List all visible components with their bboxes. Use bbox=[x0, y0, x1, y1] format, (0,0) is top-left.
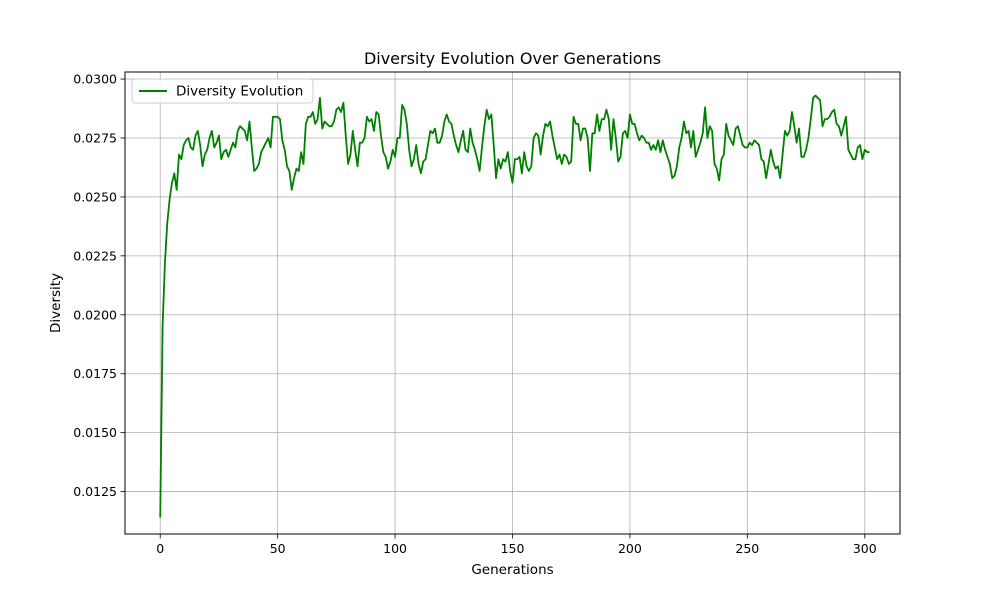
y-tick-label: 0.0250 bbox=[73, 189, 117, 204]
x-tick-label: 300 bbox=[853, 541, 877, 556]
x-tick-label: 250 bbox=[735, 541, 759, 556]
x-tick-label: 200 bbox=[618, 541, 642, 556]
legend-box bbox=[131, 78, 314, 104]
axis-ticks: 0 50 100 150 200 250 300 0.0125 0.0150 0.0175 0.02… bbox=[73, 72, 876, 556]
y-tick-label: 0.0175 bbox=[73, 366, 117, 381]
x-tick-label: 150 bbox=[501, 541, 525, 556]
x-tick-label: 100 bbox=[383, 541, 407, 556]
legend: Diversity Evolution bbox=[131, 78, 314, 104]
series-line bbox=[159, 94, 870, 518]
y-tick-label: 0.0275 bbox=[73, 131, 117, 146]
y-tick-label: 0.0125 bbox=[73, 484, 117, 499]
series-layer bbox=[159, 94, 870, 518]
y-tick-label: 0.0200 bbox=[73, 307, 117, 322]
y-axis-title: Diversity bbox=[48, 273, 64, 333]
y-tick-label: 0.0300 bbox=[73, 72, 117, 87]
y-tick-label: 0.0225 bbox=[73, 248, 117, 263]
x-tick-label: 50 bbox=[270, 541, 286, 556]
legend-label: Diversity Evolution bbox=[176, 84, 303, 100]
y-tick-label: 0.0150 bbox=[73, 425, 117, 440]
chart-title: Diversity Evolution Over Generations bbox=[364, 49, 661, 68]
x-tick-label: 0 bbox=[156, 541, 164, 556]
grid bbox=[125, 72, 900, 534]
x-axis-title: Generations bbox=[471, 562, 553, 578]
